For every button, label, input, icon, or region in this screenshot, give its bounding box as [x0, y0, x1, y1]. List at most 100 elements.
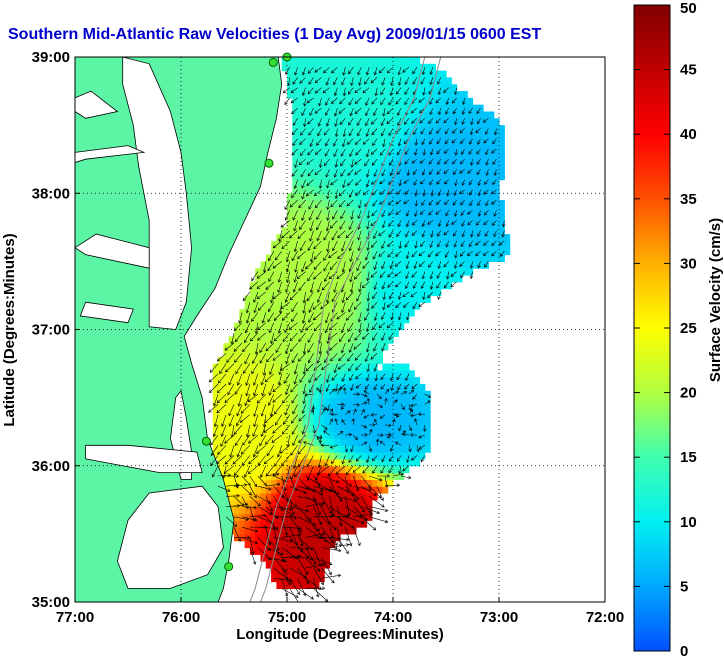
velocity-cell: [403, 295, 410, 303]
velocity-cell: [287, 547, 293, 555]
velocity-cell: [292, 261, 299, 269]
velocity-cell: [292, 540, 299, 549]
velocity-arrow: [366, 220, 370, 230]
velocity-cell: [302, 424, 309, 433]
velocity-cell: [382, 118, 389, 126]
velocity-cell: [318, 200, 325, 208]
velocity-arrow: [372, 199, 378, 207]
velocity-cell: [244, 479, 251, 487]
velocity-arrow: [302, 394, 306, 405]
velocity-arrow: [323, 261, 330, 272]
velocity-cell: [249, 384, 256, 392]
velocity-cell: [260, 281, 267, 290]
velocity-cell: [260, 493, 267, 501]
velocity-cell: [223, 452, 230, 460]
grid-lines: [75, 57, 605, 602]
velocity-arrow: [217, 485, 231, 492]
velocity-cell: [355, 254, 362, 262]
velocity-cell: [308, 131, 315, 140]
velocity-cell: [313, 404, 320, 412]
velocity-cell: [393, 227, 399, 235]
velocity-cell: [318, 138, 325, 147]
velocity-cell: [255, 452, 262, 460]
velocity-cell: [361, 404, 368, 412]
velocity-cell: [371, 384, 378, 392]
velocity-cell: [366, 111, 373, 119]
velocity-arrow: [420, 281, 426, 290]
velocity-cell: [393, 322, 399, 331]
velocity-cell: [276, 567, 283, 576]
velocity-arrow: [329, 342, 338, 351]
velocity-cell: [430, 104, 436, 113]
velocity-cell: [403, 458, 410, 467]
velocity-cell: [345, 206, 352, 215]
velocity-cell: [334, 152, 341, 160]
velocity-arrow: [341, 138, 346, 148]
velocity-arrow: [395, 281, 402, 288]
velocity-arrow: [363, 390, 370, 395]
velocity-cell: [419, 281, 426, 290]
velocity-cell: [324, 384, 330, 392]
velocity-cell: [366, 220, 373, 228]
velocity-cell: [493, 131, 500, 140]
velocity-cell: [218, 424, 224, 433]
velocity-arrow: [337, 527, 343, 548]
velocity-cell: [340, 104, 346, 113]
velocity-cell: [260, 302, 267, 310]
velocity-arrow: [421, 169, 426, 176]
velocity-cell: [461, 200, 468, 208]
velocity-cell: [318, 111, 325, 119]
velocity-arrow: [330, 97, 338, 104]
velocity-arrow: [301, 87, 306, 96]
velocity-arrow: [355, 189, 362, 196]
velocity-cell: [366, 390, 373, 399]
velocity-cell: [472, 261, 479, 269]
velocity-cell: [499, 227, 505, 235]
velocity-arrow: [405, 230, 410, 238]
velocity-cell: [234, 363, 240, 371]
velocity-cell: [355, 431, 362, 440]
velocity-arrow: [372, 322, 378, 331]
velocity-arrow: [491, 148, 497, 154]
velocity-arrow: [318, 383, 323, 393]
velocity-cell: [393, 125, 399, 133]
velocity-arrow: [436, 281, 441, 289]
velocity-cell: [355, 125, 362, 133]
velocity-arrow: [217, 445, 227, 455]
velocity-cell: [456, 91, 463, 99]
velocity-cell: [345, 343, 352, 351]
velocity-cell: [313, 506, 320, 515]
velocity-cell: [451, 227, 458, 235]
velocity-cell: [398, 70, 405, 79]
velocity-cell: [461, 145, 468, 153]
velocity-cell: [308, 363, 315, 371]
velocity-cell: [361, 145, 368, 153]
velocity-arrow: [469, 128, 474, 136]
velocity-arrow: [388, 455, 394, 462]
velocity-cell: [403, 465, 410, 474]
velocity-cell: [398, 411, 405, 419]
velocity-arrow: [429, 107, 434, 116]
velocity-arrow: [321, 557, 332, 576]
velocity-cell: [234, 397, 240, 406]
velocity-cell: [387, 152, 394, 160]
velocity-cell: [302, 240, 309, 249]
velocity-cell: [345, 309, 352, 317]
velocity-arrow: [453, 261, 458, 269]
velocity-arrow: [355, 363, 362, 371]
velocity-arrow: [217, 373, 227, 384]
velocity-arrow: [361, 424, 368, 429]
velocity-cell: [228, 363, 235, 371]
velocity-cell: [446, 213, 452, 222]
velocity-cell: [350, 513, 357, 521]
velocity-arrow: [301, 107, 306, 117]
velocity-cell: [271, 384, 277, 392]
velocity-cell: [292, 104, 299, 113]
velocity-cell: [366, 172, 373, 181]
velocity-arrow: [341, 373, 346, 382]
velocity-cell: [387, 138, 394, 147]
velocity-cell: [329, 268, 336, 276]
velocity-cell: [393, 118, 399, 126]
velocity-cell: [313, 70, 320, 79]
velocity-cell: [271, 329, 277, 337]
